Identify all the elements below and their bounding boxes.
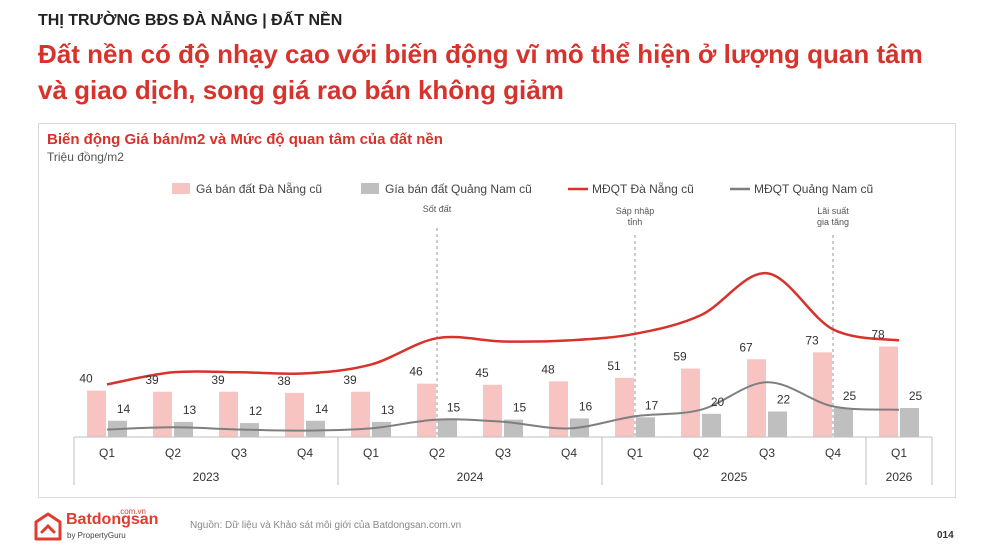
bar-quangnam [174, 421, 193, 437]
chart-unit-label: Triệu đồng/m2 [47, 150, 124, 164]
data-label-danang: 45 [475, 366, 489, 380]
data-label-danang: 46 [409, 365, 423, 379]
bar-danang [483, 384, 502, 437]
brand-domain: .com.vn [118, 507, 147, 516]
bar-danang [549, 381, 568, 437]
x-axis: Q1 Q2 Q3 Q4 Q1 Q2 Q3 Q4 Q1 Q2 Q3 Q4 Q1 2023 2024 2025 20… [73, 436, 933, 485]
data-label-danang: 67 [739, 340, 753, 354]
bar-danang [285, 392, 304, 437]
x-tick-label: Q4 [297, 446, 313, 460]
x-tick-label: Q1 [363, 446, 379, 460]
bar-quangnam [636, 417, 655, 437]
bar-quangnam [438, 419, 457, 437]
legend-swatch [361, 183, 379, 194]
data-label-quangnam: 15 [447, 401, 461, 415]
x-year-label: 2023 [193, 470, 220, 484]
data-label-danang: 40 [79, 372, 93, 386]
data-label-quangnam: 12 [249, 404, 263, 418]
data-label-quangnam: 14 [117, 402, 131, 416]
x-tick-label: Q2 [165, 446, 181, 460]
legend-label: Gía bán đất Quảng Nam cũ [385, 182, 532, 196]
x-year-label: 2025 [721, 470, 748, 484]
data-label-quangnam: 16 [579, 399, 593, 413]
brand-tagline: by PropertyGuru [67, 531, 126, 540]
x-tick-label: Q2 [429, 446, 445, 460]
legend-label: Gá bán đất Đà Nẵng cũ [196, 181, 322, 196]
bar-series [87, 346, 919, 437]
x-tick-label: Q3 [759, 446, 775, 460]
data-label-danang: 39 [145, 373, 159, 387]
chart-panel [38, 123, 956, 498]
bar-quangnam [834, 408, 853, 437]
x-year-label: 2026 [886, 470, 913, 484]
bar-danang [747, 359, 766, 437]
data-label-quangnam: 25 [909, 389, 923, 403]
x-tick-label: Q4 [825, 446, 841, 460]
bar-quangnam [768, 411, 787, 437]
page-number: 014 [937, 530, 954, 541]
x-tick-label: Q1 [99, 446, 115, 460]
brand-logo-icon [34, 512, 62, 541]
bar-danang [615, 377, 634, 437]
data-label-quangnam: 17 [645, 398, 659, 412]
brand-name: Batdongsan [66, 511, 159, 528]
annotation-label: Lãi suất [817, 206, 849, 216]
line-series [106, 272, 900, 432]
bar-danang [219, 391, 238, 437]
annotation-label: gia tăng [817, 217, 849, 227]
annotation-label: tỉnh [628, 217, 643, 227]
bar-quangnam [306, 420, 325, 437]
x-tick-label: Q1 [627, 446, 643, 460]
bar-danang [153, 391, 172, 437]
annotation-label: Sáp nhập [616, 206, 655, 216]
x-year-label: 2024 [457, 470, 484, 484]
data-label-danang: 51 [607, 359, 621, 373]
source-note: Nguồn: Dữ liệu và Khảo sát môi giới của … [190, 520, 462, 531]
chart-title: Biến động Giá bán/m2 và Mức độ quan tâm … [47, 131, 443, 148]
data-labels: 40 14 39 13 39 12 38 14 39 13 46 15 45 15 48 16 51 17 59 20… [79, 328, 922, 419]
data-label-quangnam: 20 [711, 395, 725, 409]
data-label-danang: 39 [343, 373, 357, 387]
x-tick-label: Q3 [495, 446, 511, 460]
chart-legend: Gá bán đất Đà Nẵng cũ Gía bán đất Quảng N… [172, 181, 873, 196]
annotation-label: Sốt đất [423, 204, 452, 214]
x-tick-label: Q1 [891, 446, 907, 460]
data-label-danang: 73 [805, 333, 819, 347]
bar-danang [879, 346, 898, 437]
x-tick-label: Q2 [693, 446, 709, 460]
data-label-quangnam: 14 [315, 402, 329, 416]
data-label-danang: 59 [673, 350, 687, 364]
legend-swatch [172, 183, 190, 194]
x-tick-label: Q4 [561, 446, 577, 460]
legend-label: MĐQT Quảng Nam cũ [754, 182, 873, 196]
bar-quangnam [372, 421, 391, 437]
bar-danang [351, 391, 370, 437]
bar-quangnam [702, 413, 721, 437]
data-label-quangnam: 22 [777, 392, 791, 406]
data-label-quangnam: 25 [843, 389, 857, 403]
bar-danang [417, 383, 436, 437]
x-tick-label: Q3 [231, 446, 247, 460]
data-label-quangnam: 13 [381, 403, 395, 417]
data-label-quangnam: 15 [513, 401, 527, 415]
line-mdqt-danang [106, 272, 900, 386]
data-label-quangnam: 13 [183, 403, 197, 417]
section-kicker: THỊ TRƯỜNG BĐS ĐÀ NẴNG | ĐẤT NỀN [38, 12, 343, 29]
bar-danang [681, 368, 700, 437]
bar-danang [813, 352, 832, 437]
data-label-danang: 39 [211, 373, 225, 387]
page-headline: Đất nền có độ nhạy cao với biến động vĩ … [38, 39, 923, 105]
line-mdqt-quangnam [106, 381, 900, 432]
legend-label: MĐQT Đà Nẵng cũ [592, 181, 694, 196]
bar-quangnam [900, 408, 919, 437]
bar-danang [87, 390, 106, 437]
data-label-danang: 38 [277, 374, 291, 388]
data-label-danang: 78 [871, 328, 885, 342]
data-label-danang: 48 [541, 362, 555, 376]
